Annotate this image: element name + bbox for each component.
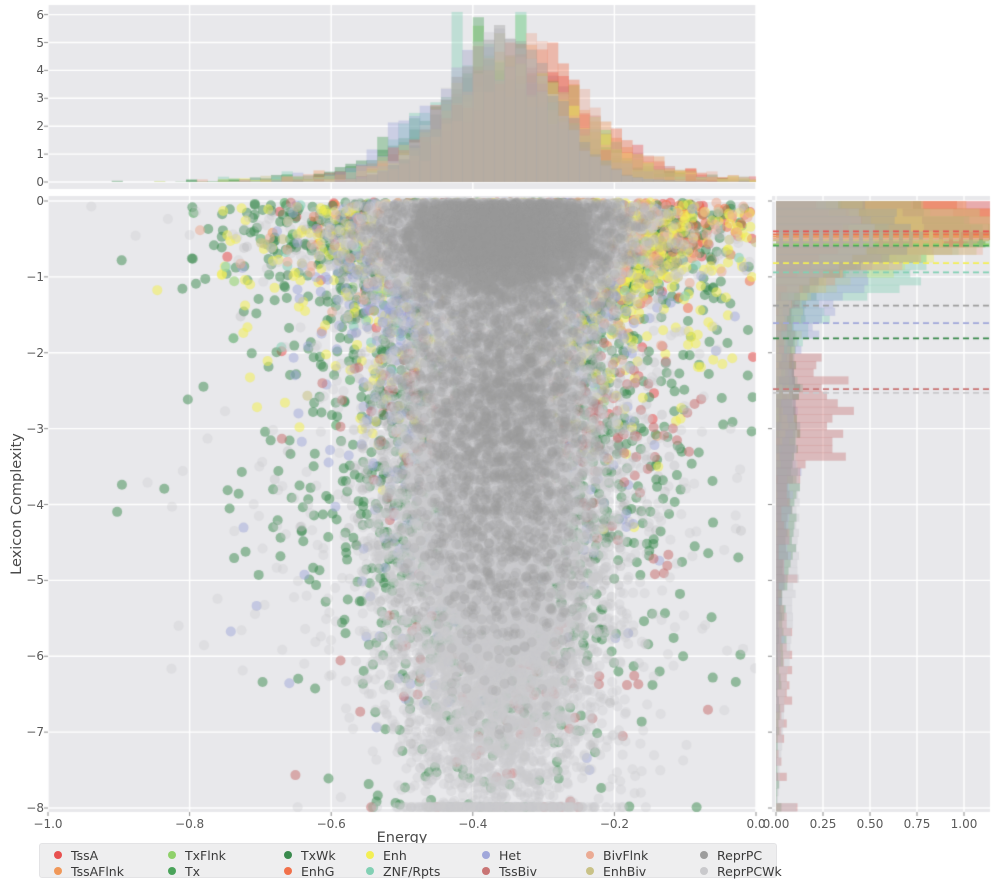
legend-item-tssa: TssA <box>54 847 98 863</box>
main-x-tick-label: −0.6 <box>316 817 346 831</box>
legend-swatch-icon <box>700 867 708 875</box>
main-y-tick-label: −8 <box>26 801 44 815</box>
top-hist-y-tick-label: 5 <box>36 35 44 50</box>
legend-swatch-icon <box>284 867 292 875</box>
legend-swatch-icon <box>586 867 594 875</box>
legend-swatch-icon <box>482 851 490 859</box>
legend-label: TssBiv <box>499 863 538 879</box>
main-y-tick-label: −4 <box>26 497 44 512</box>
legend-label: ReprPC <box>717 847 763 863</box>
legend-item-enh: Enh <box>366 847 407 863</box>
legend-item-tssaflnk: TssAFlnk <box>54 863 124 879</box>
legend-label: Tx <box>185 863 201 879</box>
main-y-tick-label: −6 <box>26 649 44 664</box>
right-hist-x-tick-label: 1.00 <box>950 817 978 831</box>
y-axis-label: Lexicon Complexity <box>9 433 25 575</box>
main-y-tick-label: −3 <box>26 421 44 436</box>
legend-item-tx: Tx <box>168 863 200 879</box>
legend-item-het: Het <box>482 847 521 863</box>
legend-item-enhbiv: EnhBiv <box>586 863 646 879</box>
legend-swatch-icon <box>366 867 374 875</box>
legend-label: Het <box>499 847 521 863</box>
legend-label: EnhG <box>301 863 335 879</box>
x-axis-label: Energy <box>376 830 428 846</box>
legend-swatch-icon <box>54 867 62 875</box>
top-hist-y-tick-label: 0 <box>36 175 44 189</box>
legend-item-txflnk: TxFlnk <box>168 847 226 863</box>
legend-swatch-icon <box>586 851 594 859</box>
right-hist-x-tick-label: 0.00 <box>762 817 790 831</box>
main-y-tick-label: −2 <box>26 345 44 360</box>
legend-label: Enh <box>383 847 407 863</box>
legend-swatch-icon <box>482 867 490 875</box>
legend-swatch-icon <box>168 867 176 875</box>
top-hist-y-tick-label: 3 <box>36 91 44 106</box>
legend-swatch-icon <box>366 851 374 859</box>
legend-swatch-icon <box>284 851 292 859</box>
legend-label: TssA <box>71 847 99 863</box>
legend-swatch-icon <box>700 851 708 859</box>
legend-item-tssbiv: TssBiv <box>482 863 537 879</box>
main-x-tick-label: −1.0 <box>33 817 63 831</box>
top-hist-y-tick-label: 1 <box>36 147 44 162</box>
legend-item-bivflnk: BivFlnk <box>586 847 648 863</box>
legend-label: BivFlnk <box>603 847 649 863</box>
legend-swatch-icon <box>168 851 176 859</box>
top-hist-y-tick-label: 2 <box>36 119 44 134</box>
legend-label: TxWk <box>301 847 336 863</box>
main-x-tick-label: −0.8 <box>175 817 205 831</box>
main-x-tick-label: −0.4 <box>458 817 488 831</box>
main-x-tick-label: 0.0 <box>746 817 766 831</box>
main-y-tick-label: −5 <box>26 573 44 588</box>
right-hist-x-tick-label: 0.50 <box>856 817 884 831</box>
legend-item-reprpcwk: ReprPCWk <box>700 863 782 879</box>
main-y-tick-label: 0 <box>36 194 44 208</box>
main-x-tick-label: −0.2 <box>599 817 629 831</box>
legend-item-znf-rpts: ZNF/Rpts <box>366 863 440 879</box>
right-hist-x-tick-label: 0.25 <box>809 817 837 831</box>
legend-item-txwk: TxWk <box>284 847 336 863</box>
legend-label: TxFlnk <box>185 847 226 863</box>
legend-item-reprpc: ReprPC <box>700 847 762 863</box>
main-y-tick-label: −1 <box>26 269 44 284</box>
legend-label: ReprPCWk <box>717 863 782 879</box>
main-y-tick-label: −7 <box>26 725 44 740</box>
legend-swatch-icon <box>54 851 62 859</box>
legend-label: TssAFlnk <box>71 863 124 879</box>
right-hist-x-tick-label: 0.75 <box>903 817 931 831</box>
top-hist-y-tick-label: 6 <box>36 7 44 22</box>
legend-item-enhg: EnhG <box>284 863 334 879</box>
top-hist-y-tick-label: 4 <box>36 63 44 78</box>
legend-label: EnhBiv <box>603 863 647 879</box>
legend-label: ZNF/Rpts <box>383 863 441 879</box>
legend: TssA TssAFlnk TxFlnk Tx TxWk EnhG Enh ZNF/Rpts H… <box>39 843 782 879</box>
